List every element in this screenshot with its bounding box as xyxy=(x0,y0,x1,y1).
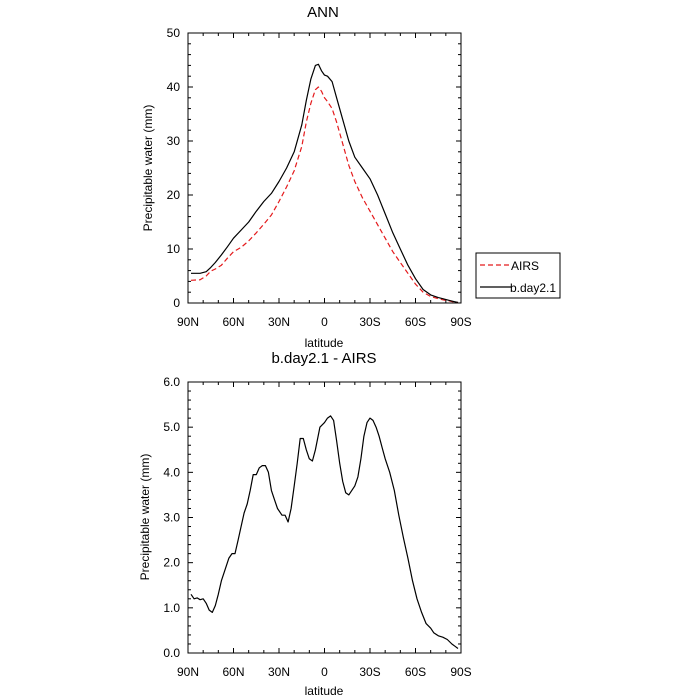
top-x-tick-label: 90S xyxy=(450,315,471,329)
bottom-axes-ticks: 90N 60N 30N 0 30S 60S 90S 0.0 1.0 2.0 3.0 4.0 5.0 6.0 xyxy=(163,375,471,679)
bottom-x-tick-label: 90S xyxy=(450,665,471,679)
top-y-axis-label: Precipitable water (mm) xyxy=(141,105,155,232)
bottom-series-line-b-day2-1-airs xyxy=(190,415,459,649)
bottom-y-tick-label: 0.0 xyxy=(163,646,180,660)
bottom-x-axis-label: latitude xyxy=(305,684,344,698)
legend-box xyxy=(475,252,561,299)
top-chart-title: ANN xyxy=(307,4,339,21)
bottom-series-group xyxy=(190,415,459,649)
top-x-tick-label: 0 xyxy=(321,315,328,329)
top-x-tick-label: 60S xyxy=(405,315,426,329)
top-y-tick-label: 10 xyxy=(167,242,181,256)
bottom-y-tick-label: 3.0 xyxy=(163,511,180,525)
legend-bday-label: b.day2.1 xyxy=(510,281,556,295)
bottom-x-tick-label: 0 xyxy=(321,665,328,679)
top-y-tick-label: 40 xyxy=(167,80,181,94)
top-y-tick-label: 50 xyxy=(167,26,181,40)
top-series-group xyxy=(190,63,459,304)
bottom-y-tick-label: 6.0 xyxy=(163,375,180,389)
panel-bottom-difference: b.day2.1 - AIRS 90N 60N 30N 0 30S 60S 90S 0.0 1.… xyxy=(138,350,472,698)
bottom-x-tick-label: 30S xyxy=(359,665,380,679)
bottom-y-tick-label: 1.0 xyxy=(163,601,180,615)
bottom-x-tick-label: 60N xyxy=(222,665,244,679)
bottom-x-tick-label: 90N xyxy=(177,665,199,679)
bottom-y-tick-label: 4.0 xyxy=(163,465,180,479)
top-y-tick-label: 0 xyxy=(173,296,180,310)
bottom-x-tick-label: 60S xyxy=(405,665,426,679)
top-x-tick-label: 90N xyxy=(177,315,199,329)
top-x-tick-label: 60N xyxy=(222,315,244,329)
bottom-chart-title: b.day2.1 - AIRS xyxy=(271,350,376,367)
top-series-line-airs xyxy=(190,86,459,304)
top-series-line-b-day2-1 xyxy=(191,63,459,304)
top-x-axis-label: latitude xyxy=(305,336,344,350)
top-y-tick-label: 20 xyxy=(167,188,181,202)
top-axes-ticks: 90N 60N 30N 0 30S 60S 90S 0 10 20 30 40 50 xyxy=(167,26,472,329)
top-y-tick-label: 30 xyxy=(167,134,181,148)
top-x-tick-label: 30N xyxy=(268,315,290,329)
bottom-y-tick-label: 5.0 xyxy=(163,420,180,434)
top-plot-frame xyxy=(187,32,462,304)
bottom-x-tick-label: 30N xyxy=(268,665,290,679)
bottom-y-axis-label: Precipitable water (mm) xyxy=(138,454,152,581)
panel-top-ann: ANN 90N 60N 30N 0 30S 60S 90S 0 10 20 30 40 50 latit… xyxy=(141,4,472,350)
top-x-tick-label: 30S xyxy=(359,315,380,329)
legend-airs-label: AIRS xyxy=(511,259,539,273)
bottom-y-tick-label: 2.0 xyxy=(163,556,180,570)
legend: AIRS b.day2.1 xyxy=(475,252,561,299)
